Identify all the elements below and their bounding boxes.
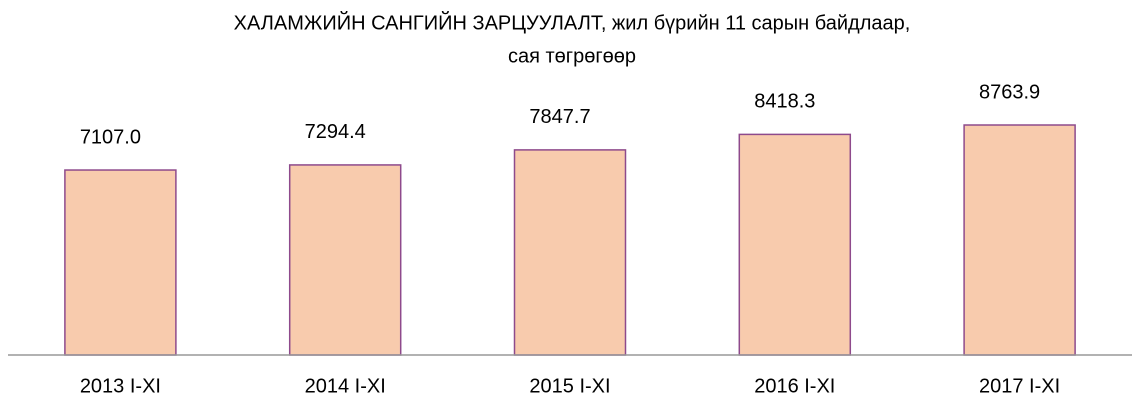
chart-title: ХАЛАМЖИЙН САНГИЙН ЗАРЦУУЛАЛТ, жил бүрийн… xyxy=(234,10,911,34)
x-tick-label: 2013 I-XI xyxy=(80,375,161,397)
x-tick-label: 2016 I-XI xyxy=(754,375,835,397)
chart-subtitle: сая төгрөгөөр xyxy=(508,45,636,67)
x-tick-label: 2014 I-XI xyxy=(305,375,386,397)
data-label: 7847.7 xyxy=(529,106,590,128)
data-label: 8418.3 xyxy=(754,91,815,113)
bar xyxy=(738,133,852,356)
x-tick-label: 2015 I-XI xyxy=(529,375,610,397)
bar xyxy=(963,124,1076,356)
data-label: 7294.4 xyxy=(305,121,366,143)
x-tick-label: 2017 I-XI xyxy=(979,375,1060,397)
bar xyxy=(513,149,627,356)
bar xyxy=(288,164,402,356)
data-label: 7107.0 xyxy=(80,126,141,148)
bar xyxy=(64,169,177,356)
data-label: 8763.9 xyxy=(979,81,1040,103)
